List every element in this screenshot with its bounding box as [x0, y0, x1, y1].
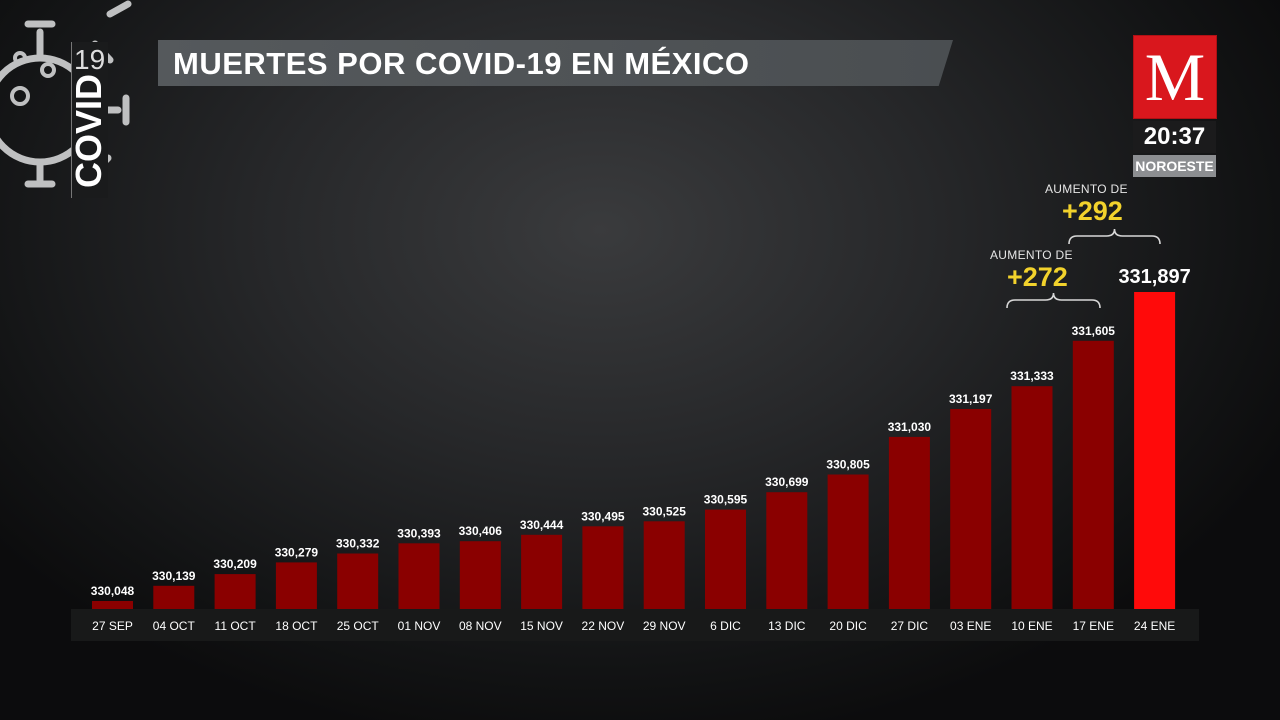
bar-value-label: 330,048	[91, 584, 135, 598]
annotation-label-272: AUMENTO DE	[990, 248, 1073, 262]
x-tick-label: 13 DIC	[768, 619, 806, 633]
title-bar	[158, 40, 953, 86]
bar-03-ene	[950, 409, 992, 609]
bar-value-label: 331,333	[1010, 369, 1054, 383]
bar-29-nov	[643, 521, 685, 609]
bar-value-label: 331,197	[949, 392, 993, 406]
bar-value-label: 330,805	[826, 458, 870, 472]
bar-24-ene	[1134, 292, 1176, 609]
x-tick-label: 03 ENE	[950, 619, 991, 633]
x-tick-label: 17 ENE	[1073, 619, 1114, 633]
x-tick-label: 20 DIC	[829, 619, 867, 633]
bar-value-label: 330,209	[213, 557, 257, 571]
bracket-increase-272	[1006, 292, 1101, 309]
region-label: NOROESTE	[1133, 155, 1216, 177]
x-tick-label: 11 OCT	[215, 619, 257, 633]
brand-logo-letter: M	[1144, 39, 1206, 115]
x-tick-label: 10 ENE	[1011, 619, 1052, 633]
bar-20-dic	[827, 474, 869, 609]
x-tick-label: 6 DIC	[710, 619, 741, 633]
x-axis-strip	[71, 609, 1199, 641]
page-title: MUERTES POR COVID-19 EN MÉXICO	[173, 46, 750, 81]
bar-13-dic	[766, 492, 808, 609]
bracket-increase-292	[1068, 228, 1161, 245]
bar-08-nov	[459, 541, 501, 609]
covid-badge	[71, 42, 108, 198]
bar-value-label: 330,393	[397, 526, 441, 540]
bar-27-dic	[888, 436, 930, 609]
bar-value-label: 331,897	[1118, 266, 1190, 288]
bar-22-nov	[582, 526, 624, 609]
x-tick-label: 04 OCT	[153, 619, 196, 633]
x-tick-label: 27 DIC	[891, 619, 929, 633]
bar-value-label: 331,605	[1072, 324, 1116, 338]
bar-25-oct	[337, 553, 379, 609]
bar-value-label: 330,406	[459, 524, 503, 538]
bar-27-sep	[92, 601, 133, 609]
bar-18-oct	[275, 562, 317, 609]
bar-value-label: 330,595	[704, 493, 748, 507]
annotation-value-292: +292	[1062, 196, 1123, 226]
bar-11-oct	[214, 574, 256, 609]
bar-value-label: 330,525	[643, 504, 687, 518]
x-tick-label: 08 NOV	[459, 619, 502, 633]
x-tick-label: 18 OCT	[275, 619, 318, 633]
covid-logo-number: 19	[74, 44, 106, 75]
bar-15-nov	[521, 534, 563, 609]
bar-value-label: 330,699	[765, 475, 809, 489]
bar-value-label: 330,332	[336, 537, 380, 551]
x-tick-label: 29 NOV	[643, 619, 686, 633]
bar-value-label: 330,279	[275, 545, 319, 559]
bar-17-ene	[1072, 340, 1114, 609]
x-tick-label: 24 ENE	[1134, 619, 1175, 633]
bar-01-nov	[398, 543, 440, 609]
x-tick-label: 22 NOV	[582, 619, 625, 633]
x-tick-label: 27 SEP	[92, 619, 133, 633]
x-tick-label: 15 NOV	[520, 619, 563, 633]
clock: 20:37	[1133, 121, 1216, 153]
bar-value-label: 330,139	[152, 569, 196, 583]
bar-04-oct	[153, 585, 195, 609]
x-tick-label: 01 NOV	[398, 619, 441, 633]
x-tick-label: 25 OCT	[337, 619, 380, 633]
bar-value-label: 330,444	[520, 518, 564, 532]
bar-6-dic	[705, 509, 746, 609]
bar-value-label: 330,495	[581, 509, 625, 523]
bar-10-ene	[1011, 386, 1053, 609]
annotation-value-272: +272	[1007, 262, 1068, 292]
brand-logo: M	[1133, 35, 1217, 119]
annotation-label-292: AUMENTO DE	[1045, 182, 1128, 196]
bar-value-label: 331,030	[888, 420, 932, 434]
